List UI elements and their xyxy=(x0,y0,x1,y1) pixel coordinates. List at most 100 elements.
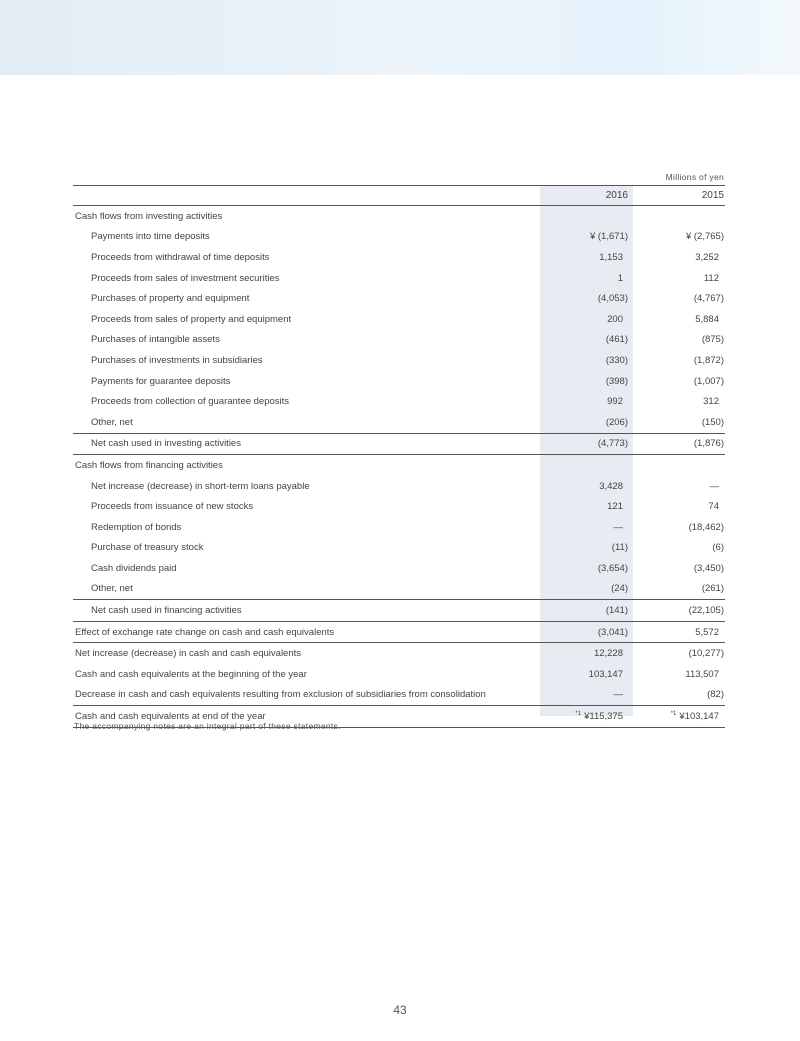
value-text: 3,252 xyxy=(695,251,719,263)
value-2016: (141) xyxy=(535,599,631,622)
value-text: (3,041) xyxy=(597,626,628,638)
table-row: Proceeds from sales of property and equi… xyxy=(73,309,725,330)
row-label: Proceeds from sales of investment securi… xyxy=(91,272,280,284)
value-text: ¥ (2,765) xyxy=(685,231,724,243)
row-label: Proceeds from collection of guarantee de… xyxy=(91,396,290,408)
row-label: Net cash used in investing activities xyxy=(73,432,535,456)
value-text: (875) xyxy=(701,334,724,346)
value-text: (261) xyxy=(701,583,724,595)
value-2016: 1 xyxy=(535,268,631,289)
value-2015: (875) xyxy=(631,330,725,351)
value-text: (22,105) xyxy=(688,605,724,617)
row-label: Net increase (decrease) in short-term lo… xyxy=(91,480,310,492)
table-row: Net cash used in financing activities (14… xyxy=(73,599,725,622)
table-row: Other, net (206) (150) xyxy=(73,412,725,433)
row-label: Payments for guarantee deposits xyxy=(91,375,231,387)
value-text: 5,572 xyxy=(695,626,719,638)
value-2015: (3,450) xyxy=(631,558,725,579)
row-label: Other, net xyxy=(91,583,133,595)
value-2015: — xyxy=(631,476,725,497)
unit-label: Millions of yen xyxy=(665,172,724,182)
value-2016: *1 ¥115,375 xyxy=(535,705,631,728)
value-2016: 103,147 xyxy=(535,664,631,685)
footnote-text: The accompanying notes are an integral p… xyxy=(74,721,341,731)
value-text: 3,428 xyxy=(599,480,623,492)
row-label: Other, net xyxy=(91,416,133,428)
value-2016: (11) xyxy=(535,538,631,559)
value-text: (1,872) xyxy=(693,354,724,366)
row-label: Proceeds from issuance of new stocks xyxy=(91,501,254,513)
value-text: ¥ (1,671) xyxy=(589,231,628,243)
value-text: — xyxy=(613,521,624,533)
value-2016: ¥ (1,671) xyxy=(535,227,631,248)
value-2016: 200 xyxy=(535,309,631,330)
value-text: (330) xyxy=(605,354,628,366)
value-text: ¥115,375 xyxy=(584,711,623,723)
table-row: Cash dividends paid (3,654) (3,450) xyxy=(73,558,725,579)
footnote-mark: *1 xyxy=(670,711,677,718)
value-text: (3,654) xyxy=(597,562,628,574)
row-label: Effect of exchange rate change on cash a… xyxy=(73,620,535,643)
value-text: (1,007) xyxy=(693,375,724,387)
value-2015: 112 xyxy=(631,268,725,289)
value-2015: (1,872) xyxy=(631,350,725,371)
value-2016: 992 xyxy=(535,391,631,412)
value-text: (4,053) xyxy=(597,293,628,305)
value-text: (398) xyxy=(605,375,628,387)
table-row: Redemption of bonds — (18,462) xyxy=(73,517,725,538)
row-label: Purchases of investments in subsidiaries xyxy=(91,354,263,366)
table-row: Purchases of intangible assets (461) (875) xyxy=(73,330,725,351)
value-2015: (150) xyxy=(631,412,725,433)
value-text: (461) xyxy=(605,334,628,346)
row-label: Proceeds from withdrawal of time deposit… xyxy=(91,251,270,263)
value-text: (4,767) xyxy=(693,293,724,305)
value-2015: (10,277) xyxy=(631,642,725,665)
value-2016: (330) xyxy=(535,350,631,371)
value-text: 312 xyxy=(703,396,719,408)
value-2015: (4,767) xyxy=(631,288,725,309)
value-text: 1 xyxy=(617,272,623,284)
table-row: Cash flows from financing activities xyxy=(73,455,725,476)
value-2016: 121 xyxy=(535,496,631,517)
table-row: Proceeds from withdrawal of time deposit… xyxy=(73,247,725,268)
value-text: 992 xyxy=(607,396,623,408)
table-row: Effect of exchange rate change on cash a… xyxy=(73,620,725,643)
value-text: — xyxy=(613,689,624,701)
value-text: (18,462) xyxy=(688,521,724,533)
value-2015: (1,007) xyxy=(631,371,725,392)
value-text: (10,277) xyxy=(688,648,724,660)
cash-flow-table: 2016 2015 Cash flows from investing acti… xyxy=(73,185,725,728)
value-2015: 113,507 xyxy=(631,664,725,685)
row-label: Proceeds from sales of property and equi… xyxy=(91,313,292,325)
value-2016: (4,053) xyxy=(535,288,631,309)
row-label: Purchases of property and equipment xyxy=(91,293,250,305)
table-header-row: 2016 2015 xyxy=(73,185,725,206)
value-2016: 12,228 xyxy=(535,642,631,665)
table-row: Net cash used in investing activities (4,… xyxy=(73,432,725,456)
value-2015: 5,884 xyxy=(631,309,725,330)
value-text: 121 xyxy=(607,501,623,513)
table-row: Proceeds from issuance of new stocks 121 7… xyxy=(73,496,725,517)
table-row: Purchases of investments in subsidiaries… xyxy=(73,350,725,371)
value-2016: (4,773) xyxy=(535,432,631,456)
row-label: Net cash used in financing activities xyxy=(73,599,535,622)
row-label: Cash and cash equivalents at the beginni… xyxy=(75,668,307,680)
value-text: 1,153 xyxy=(599,251,623,263)
value-text: (6) xyxy=(712,542,724,554)
row-label: Payments into time deposits xyxy=(91,231,210,243)
row-label: Decrease in cash and cash equivalents re… xyxy=(75,689,486,701)
value-2015: (1,876) xyxy=(631,432,725,456)
value-text: 112 xyxy=(703,272,719,284)
value-2016 xyxy=(535,206,631,227)
row-label: Cash dividends paid xyxy=(91,562,177,574)
table-row: Proceeds from sales of investment securi… xyxy=(73,268,725,289)
value-text: (82) xyxy=(707,689,724,701)
value-2016: (398) xyxy=(535,371,631,392)
row-label: Net increase (decrease) in cash and cash… xyxy=(73,642,535,665)
table-row: Cash and cash equivalents at end of the … xyxy=(73,705,725,728)
value-text: (24) xyxy=(611,583,628,595)
value-2015: *1 ¥103,147 xyxy=(631,705,725,728)
value-2015 xyxy=(631,455,725,476)
value-text: 113,507 xyxy=(685,668,719,680)
value-2016: (3,654) xyxy=(535,558,631,579)
